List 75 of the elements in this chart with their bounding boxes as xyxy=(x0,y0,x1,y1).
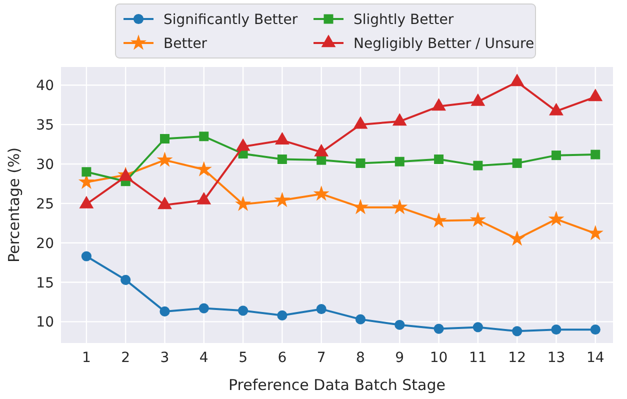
point xyxy=(512,326,522,336)
point xyxy=(551,150,561,160)
point xyxy=(82,167,92,177)
y-tick-label: 40 xyxy=(36,78,54,94)
point xyxy=(196,161,212,176)
legend-label: Significantly Better xyxy=(164,12,298,28)
point xyxy=(472,322,483,332)
point xyxy=(392,198,408,214)
x-tick-label: 8 xyxy=(356,350,365,366)
x-tick-label: 13 xyxy=(547,350,566,366)
y-tick-label: 30 xyxy=(36,156,54,173)
point xyxy=(199,132,209,142)
y-axis-title: Percentage (%) xyxy=(5,147,23,263)
point xyxy=(392,113,407,126)
point xyxy=(274,132,290,144)
point xyxy=(551,324,562,335)
x-axis-title: Preference Data Batch Stage xyxy=(228,376,446,394)
point xyxy=(432,98,446,111)
point xyxy=(81,251,92,262)
point xyxy=(587,224,604,240)
y-tick-label: 35 xyxy=(36,118,54,134)
x-tick-label: 4 xyxy=(199,350,208,366)
point xyxy=(277,154,287,164)
point xyxy=(434,324,444,334)
x-tick-label: 9 xyxy=(395,350,404,366)
point xyxy=(394,320,405,330)
point xyxy=(235,196,252,212)
point xyxy=(510,74,524,86)
point xyxy=(314,144,329,156)
x-tick-label: 5 xyxy=(238,350,248,366)
point xyxy=(470,212,486,227)
point xyxy=(588,88,603,102)
x-tick-label: 14 xyxy=(586,350,604,366)
legend-label: Better xyxy=(164,36,208,52)
x-tick-label: 10 xyxy=(430,350,448,366)
y-tick-label: 10 xyxy=(36,314,54,331)
point xyxy=(470,93,486,106)
point xyxy=(238,306,248,316)
x-tick-label: 6 xyxy=(278,350,287,366)
point xyxy=(120,274,131,285)
point xyxy=(590,150,600,160)
y-tick-label: 20 xyxy=(36,236,54,252)
point xyxy=(274,192,290,208)
x-tick-label: 12 xyxy=(508,350,526,366)
y-tick-label: 25 xyxy=(36,196,54,212)
point xyxy=(277,310,288,320)
point xyxy=(356,158,366,168)
point xyxy=(512,158,522,168)
point xyxy=(548,210,564,226)
point xyxy=(352,198,369,214)
x-tick-label: 11 xyxy=(469,350,487,366)
point xyxy=(156,152,173,167)
point xyxy=(394,156,404,166)
point xyxy=(549,102,564,116)
point xyxy=(355,314,366,324)
point xyxy=(473,160,483,170)
point xyxy=(236,138,250,151)
point xyxy=(158,196,172,210)
point xyxy=(316,304,326,314)
point xyxy=(160,134,170,144)
x-tick-label: 3 xyxy=(160,350,170,366)
x-tick-label: 2 xyxy=(121,350,130,366)
point xyxy=(160,306,170,316)
point xyxy=(590,324,600,335)
legend-label: Slightly Better xyxy=(354,12,454,28)
point xyxy=(198,303,209,314)
x-tick-label: 7 xyxy=(316,350,326,366)
point xyxy=(313,186,330,201)
point xyxy=(430,212,447,228)
legend-label: Negligibly Better / Unsure xyxy=(354,36,534,52)
point xyxy=(434,154,444,164)
y-tick-label: 15 xyxy=(36,275,54,292)
point xyxy=(353,116,368,129)
point xyxy=(509,230,526,246)
x-tick-label: 1 xyxy=(82,350,91,366)
